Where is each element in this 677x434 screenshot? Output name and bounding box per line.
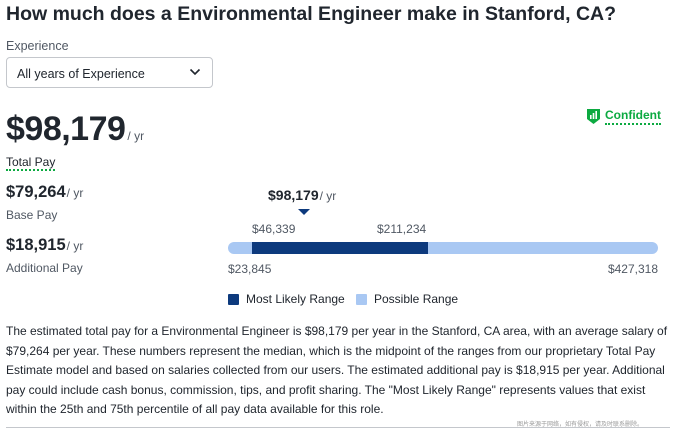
total-pay-label[interactable]: Total Pay: [6, 155, 56, 171]
total-pay-period: / yr: [127, 129, 145, 143]
additional-pay-period: / yr: [66, 239, 84, 253]
pay-description: The estimated total pay for a Environmen…: [6, 324, 668, 416]
watermark-text: 图片来源于网络，如有侵权，请及时联系删除。: [517, 422, 644, 428]
base-pay-amount: $79,264/ yr: [6, 183, 83, 202]
experience-selected-value: All years of Experience: [17, 67, 145, 81]
median-pay: $98,179/ yr: [268, 187, 336, 205]
confidence-indicator[interactable]: Confident: [586, 108, 661, 125]
confidence-label: Confident: [605, 108, 661, 125]
possible-high-label: $427,318: [607, 262, 658, 276]
additional-pay-value: $18,915: [6, 236, 66, 254]
legend-most-likely-swatch: [228, 293, 239, 305]
legend-possible-label: Possible Range: [374, 292, 459, 306]
possible-range-bar: [228, 242, 658, 254]
median-pay-period: / yr: [319, 189, 337, 203]
base-pay-value: $79,264: [6, 183, 66, 201]
median-marker-icon: [298, 209, 310, 215]
base-pay-period: / yr: [66, 186, 84, 200]
additional-pay-amount: $18,915/ yr: [6, 236, 83, 255]
experience-select[interactable]: All years of Experience: [6, 57, 213, 88]
total-pay-amount: $98,179/ yr: [6, 110, 144, 149]
legend-most-likely-label: Most Likely Range: [246, 292, 345, 306]
most-likely-high-label: $211,234: [377, 222, 427, 236]
total-pay-value: $98,179: [6, 110, 126, 148]
possible-low-label: $23,845: [228, 262, 272, 276]
experience-label: Experience: [6, 39, 69, 53]
page-title: How much does a Environmental Engineer m…: [6, 3, 617, 25]
legend-most-likely: Most Likely Range: [228, 292, 345, 306]
legend-possible: Possible Range: [356, 292, 458, 306]
base-pay-label: Base Pay: [6, 208, 58, 222]
legend-possible-swatch: [356, 293, 367, 305]
chevron-down-icon: [189, 68, 201, 76]
median-pay-value: $98,179: [268, 187, 319, 203]
confident-badge-icon: [587, 109, 600, 124]
most-likely-low-label: $46,339: [252, 222, 296, 236]
most-likely-range-bar: [251, 242, 428, 254]
divider: [6, 427, 670, 428]
additional-pay-label: Additional Pay: [6, 261, 83, 275]
